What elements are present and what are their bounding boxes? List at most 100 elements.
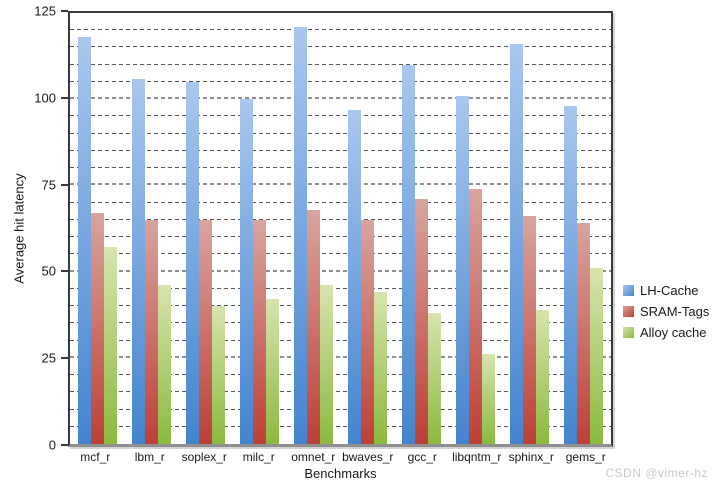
bar-lh-cache <box>239 99 253 444</box>
x-tick-label: soplex_r <box>181 450 227 464</box>
legend-label: Alloy cache <box>640 325 707 340</box>
gridline <box>70 374 611 376</box>
bar-group-milc_r <box>232 13 286 444</box>
bar-lh-cache <box>131 78 145 444</box>
gridline <box>70 46 611 48</box>
bar-alloy-cache <box>374 292 388 444</box>
gridline <box>70 408 611 410</box>
y-axis-ticks <box>60 10 68 446</box>
bar-alloy-cache <box>482 354 496 444</box>
x-axis-tick-labels: mcf_r lbm_r soplex_r milc_r omnet_r bwaves_r g… <box>68 450 613 464</box>
gridline <box>70 425 611 427</box>
bar-group-mcf_r <box>70 13 124 444</box>
bar-alloy-cache <box>157 285 171 444</box>
bar-group-lbm_r <box>124 13 178 444</box>
y-axis-tick-labels: 0 25 50 75 100 125 <box>0 4 56 453</box>
y-tick-label: 125 <box>34 3 56 19</box>
y-tick-mark <box>61 183 68 186</box>
bar-lh-cache <box>348 109 362 444</box>
bar-sram-tags <box>469 188 483 444</box>
legend-swatch-icon <box>623 327 634 338</box>
gridline <box>70 218 611 220</box>
bar-lh-cache <box>510 44 524 444</box>
bar-sram-tags <box>523 216 537 444</box>
x-tick-label: bwaves_r <box>342 450 394 464</box>
bar-sram-tags <box>415 199 429 444</box>
bar-lh-cache <box>456 95 470 444</box>
bar-sram-tags <box>361 219 375 444</box>
gridline <box>70 167 611 169</box>
legend-label: LH-Cache <box>640 283 699 298</box>
x-tick-label: mcf_r <box>80 450 111 464</box>
gridline <box>70 355 611 358</box>
bar-lh-cache <box>185 81 199 444</box>
bar-sram-tags <box>144 219 158 444</box>
bar-alloy-cache <box>536 309 550 444</box>
gridline <box>70 339 611 341</box>
watermark: CSDN @vimer-hz <box>605 466 708 480</box>
x-tick-label: gcc_r <box>407 450 437 464</box>
bar-lh-cache <box>564 106 578 444</box>
gridline <box>70 201 611 203</box>
y-tick-mark <box>61 357 68 360</box>
legend: LH-Cache SRAM-Tags Alloy cache <box>623 280 709 343</box>
legend-item: LH-Cache <box>623 280 709 301</box>
x-tick-label: lbm_r <box>134 450 165 464</box>
bar-alloy-cache <box>590 268 604 444</box>
bar-lh-cache <box>77 37 91 444</box>
gridline <box>70 183 611 186</box>
bar-sram-tags <box>90 212 104 444</box>
gridline <box>70 97 611 100</box>
gridline <box>70 391 611 393</box>
bar-alloy-cache <box>319 285 333 444</box>
y-tick-label: 75 <box>41 177 56 193</box>
bar-sram-tags <box>198 219 212 444</box>
bar-group-bwaves_r <box>340 13 394 444</box>
gridline <box>70 305 611 307</box>
gridline <box>70 269 611 272</box>
legend-swatch-icon <box>623 306 634 317</box>
bar-group-soplex_r <box>178 13 232 444</box>
y-tick-mark <box>61 444 68 446</box>
x-tick-label: milc_r <box>242 450 275 464</box>
bars-layer <box>70 13 611 444</box>
x-tick-label: libqntm_r <box>452 450 502 464</box>
bar-lh-cache <box>293 26 307 444</box>
x-tick-label: omnet_r <box>291 450 336 464</box>
gridline <box>70 29 611 31</box>
y-tick-label: 25 <box>41 350 56 366</box>
y-tick-label: 0 <box>48 437 56 453</box>
bar-sram-tags <box>577 223 591 444</box>
legend-item: SRAM-Tags <box>623 301 709 322</box>
bar-sram-tags <box>252 219 266 444</box>
x-tick-label: sphinx_r <box>508 450 554 464</box>
y-tick-label: 50 <box>41 263 56 279</box>
bar-sram-tags <box>306 209 320 444</box>
bar-alloy-cache <box>211 306 225 444</box>
gridline <box>70 287 611 289</box>
bar-group-sphinx_r <box>503 13 557 444</box>
bar-group-gcc_r <box>395 13 449 444</box>
bar-alloy-cache <box>265 299 279 444</box>
legend-swatch-icon <box>623 285 634 296</box>
legend-label: SRAM-Tags <box>640 304 710 319</box>
y-tick-label: 100 <box>34 90 56 106</box>
y-tick-mark <box>61 96 68 99</box>
gridline <box>70 236 611 238</box>
x-axis-title: Benchmarks <box>304 466 377 481</box>
gridline <box>70 80 611 82</box>
bar-alloy-cache <box>103 247 117 444</box>
y-tick-mark <box>61 10 68 12</box>
x-tick-label: gems_r <box>565 450 606 464</box>
y-tick-mark <box>61 270 68 273</box>
bar-alloy-cache <box>428 312 442 444</box>
gridline <box>70 253 611 255</box>
bar-group-gems_r <box>557 13 611 444</box>
gridline <box>70 63 611 65</box>
legend-item: Alloy cache <box>623 322 709 343</box>
gridline <box>70 132 611 134</box>
gridline <box>70 149 611 151</box>
bar-group-omnet_r <box>286 13 340 444</box>
plot-area <box>68 11 613 447</box>
